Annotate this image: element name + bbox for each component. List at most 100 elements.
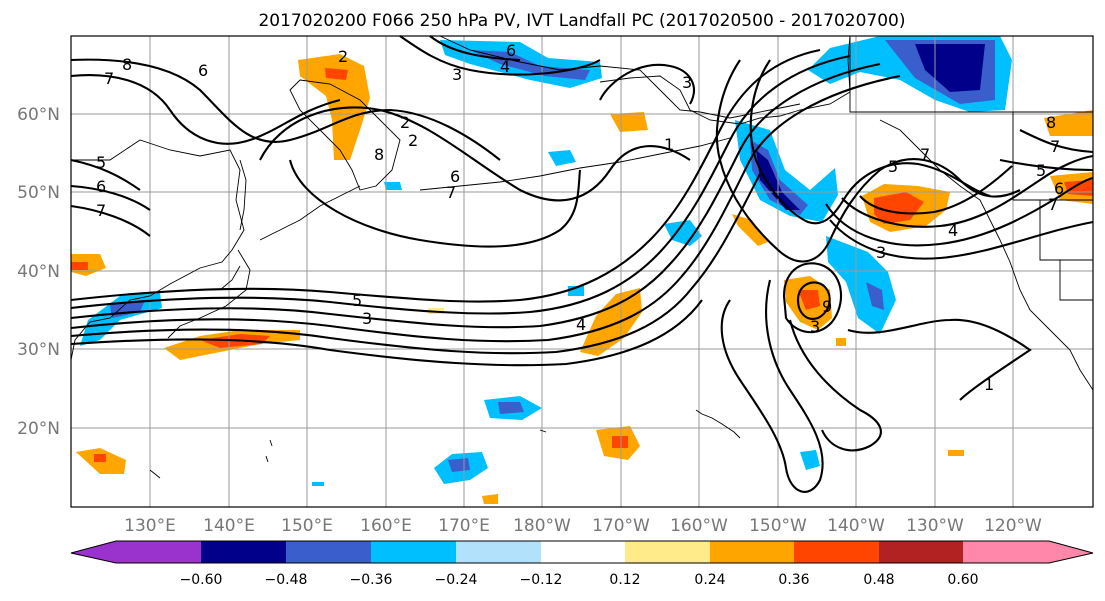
pv-contour-line xyxy=(70,74,341,145)
colorbar-tick-label: −0.24 xyxy=(435,572,478,588)
pv-contour-line xyxy=(859,165,1013,215)
pv-contour-line xyxy=(70,48,821,303)
longitude-label: 170°E xyxy=(438,516,490,536)
pacific-islands xyxy=(149,429,547,479)
contour-label: 2 xyxy=(400,113,410,132)
contour-label: 4 xyxy=(576,315,586,334)
negative-anomaly-core xyxy=(866,282,884,310)
pv-contour-line xyxy=(599,63,695,105)
colorbar-segment xyxy=(710,541,794,563)
pv-contour-line xyxy=(70,62,881,329)
contour-label: 2 xyxy=(408,131,418,150)
negative-anomaly-region xyxy=(664,220,702,246)
colorbar-tick-label: −0.60 xyxy=(180,572,223,588)
longitude-label: 160°E xyxy=(360,516,412,536)
positive-anomaly-core xyxy=(874,192,924,224)
positive-anomaly-region xyxy=(580,288,642,356)
positive-anomaly-core xyxy=(1064,180,1093,196)
positive-anomaly-core xyxy=(325,68,348,80)
latitude-label: 40°N xyxy=(17,262,60,282)
pv-contour-line xyxy=(70,173,761,355)
positive-anomaly-region xyxy=(948,450,964,456)
pv-contour-line xyxy=(847,318,1032,401)
colorbar-segment xyxy=(71,541,201,563)
colorbar-segment xyxy=(371,541,456,563)
pv-contour-line xyxy=(70,184,151,211)
contour-label: 1 xyxy=(664,135,674,154)
pv-contour-line xyxy=(720,279,824,493)
contour-label: 5 xyxy=(352,291,362,310)
longitude-label: 130°E xyxy=(124,516,176,536)
negative-anomaly-core xyxy=(498,402,524,414)
colorbar: −0.60 −0.48 −0.36 −0.24 −0.12 0.12 0.24 … xyxy=(70,540,1094,588)
colorbar-tick-label: 0.48 xyxy=(863,572,894,588)
kuril-islands xyxy=(259,185,361,241)
pv-contour-line xyxy=(70,58,501,161)
map-panel: 8 7 6 2 6 4 3 3 5 6 7 8 6 7 5 3 4 1 9 3 … xyxy=(70,35,1094,508)
positive-anomaly-region xyxy=(1044,110,1093,136)
negative-anomaly-region xyxy=(826,236,896,334)
latitude-label: 20°N xyxy=(17,419,60,439)
latitude-label: 60°N xyxy=(17,105,60,125)
pv-contour-line xyxy=(429,35,521,62)
contour-label: 7 xyxy=(446,183,456,202)
positive-anomaly-region xyxy=(298,54,370,160)
pv-contour-line xyxy=(1019,129,1094,154)
negative-anomaly-core xyxy=(756,150,800,210)
positive-anomaly-region xyxy=(482,494,498,504)
longitude-label: 140°E xyxy=(203,516,255,536)
contour-label: 3 xyxy=(452,65,462,84)
contour-label: 8 xyxy=(122,55,132,74)
pv-contours xyxy=(70,35,1094,493)
latitude-labels: 60°N 50°N 40°N 30°N 20°N xyxy=(17,105,60,439)
contour-label: 6 xyxy=(450,167,460,186)
colorbar-segment xyxy=(625,541,710,563)
contour-labels: 8 7 6 2 6 4 3 3 5 6 7 8 6 7 5 3 4 1 9 3 … xyxy=(96,41,1064,394)
contour-label: 5 xyxy=(1036,161,1046,180)
contour-label: 5 xyxy=(888,157,898,176)
colorbar-tick-label: −0.12 xyxy=(520,572,563,588)
contour-label: 3 xyxy=(876,243,886,262)
aleutian-islands xyxy=(419,137,731,191)
pv-contour-line xyxy=(825,176,1094,247)
contour-label: 6 xyxy=(96,177,106,196)
map-gridlines xyxy=(71,36,1093,507)
latitude-label: 30°N xyxy=(17,340,60,360)
longitude-label: 150°E xyxy=(281,516,333,536)
contour-label: 6 xyxy=(198,61,208,80)
longitude-label: 160°W xyxy=(670,516,728,536)
contour-label: 3 xyxy=(362,309,372,328)
contour-label: 8 xyxy=(1046,113,1056,132)
colorbar-segment xyxy=(794,541,879,563)
colorbar-segment xyxy=(963,541,1093,563)
pv-contour-line xyxy=(70,299,703,367)
contour-label: 9 xyxy=(822,297,832,316)
contour-label: 7 xyxy=(104,69,114,88)
contour-label: 3 xyxy=(682,73,692,92)
colorbar-segment xyxy=(286,541,371,563)
longitude-label: 180°W xyxy=(513,516,571,536)
contour-label: 1 xyxy=(984,375,994,394)
japan-coastline xyxy=(167,249,251,339)
colorbar-tick-label: −0.48 xyxy=(265,572,308,588)
contour-label: 7 xyxy=(1050,137,1060,156)
contour-label: 4 xyxy=(948,221,958,240)
colorbar-tick-label: 0.36 xyxy=(778,572,809,588)
negative-anomaly-region xyxy=(548,150,576,166)
longitude-label: 150°W xyxy=(749,516,807,536)
pv-anomaly-shading xyxy=(71,36,1093,504)
asia-coastline xyxy=(70,139,245,361)
positive-anomaly-core xyxy=(71,262,88,270)
pv-contour-line xyxy=(288,159,582,248)
positive-anomaly-region xyxy=(836,338,846,346)
colorbar-tick-label: 0.12 xyxy=(609,572,640,588)
colorbar-outline xyxy=(70,540,1094,564)
pv-contour-line xyxy=(399,35,601,76)
contour-label: 8 xyxy=(374,145,384,164)
positive-anomaly-region xyxy=(610,112,648,132)
longitude-label: 120°W xyxy=(984,516,1042,536)
colorbar-segment xyxy=(456,541,541,563)
longitude-label: 170°W xyxy=(592,516,650,536)
pv-contour-line xyxy=(841,154,1094,228)
